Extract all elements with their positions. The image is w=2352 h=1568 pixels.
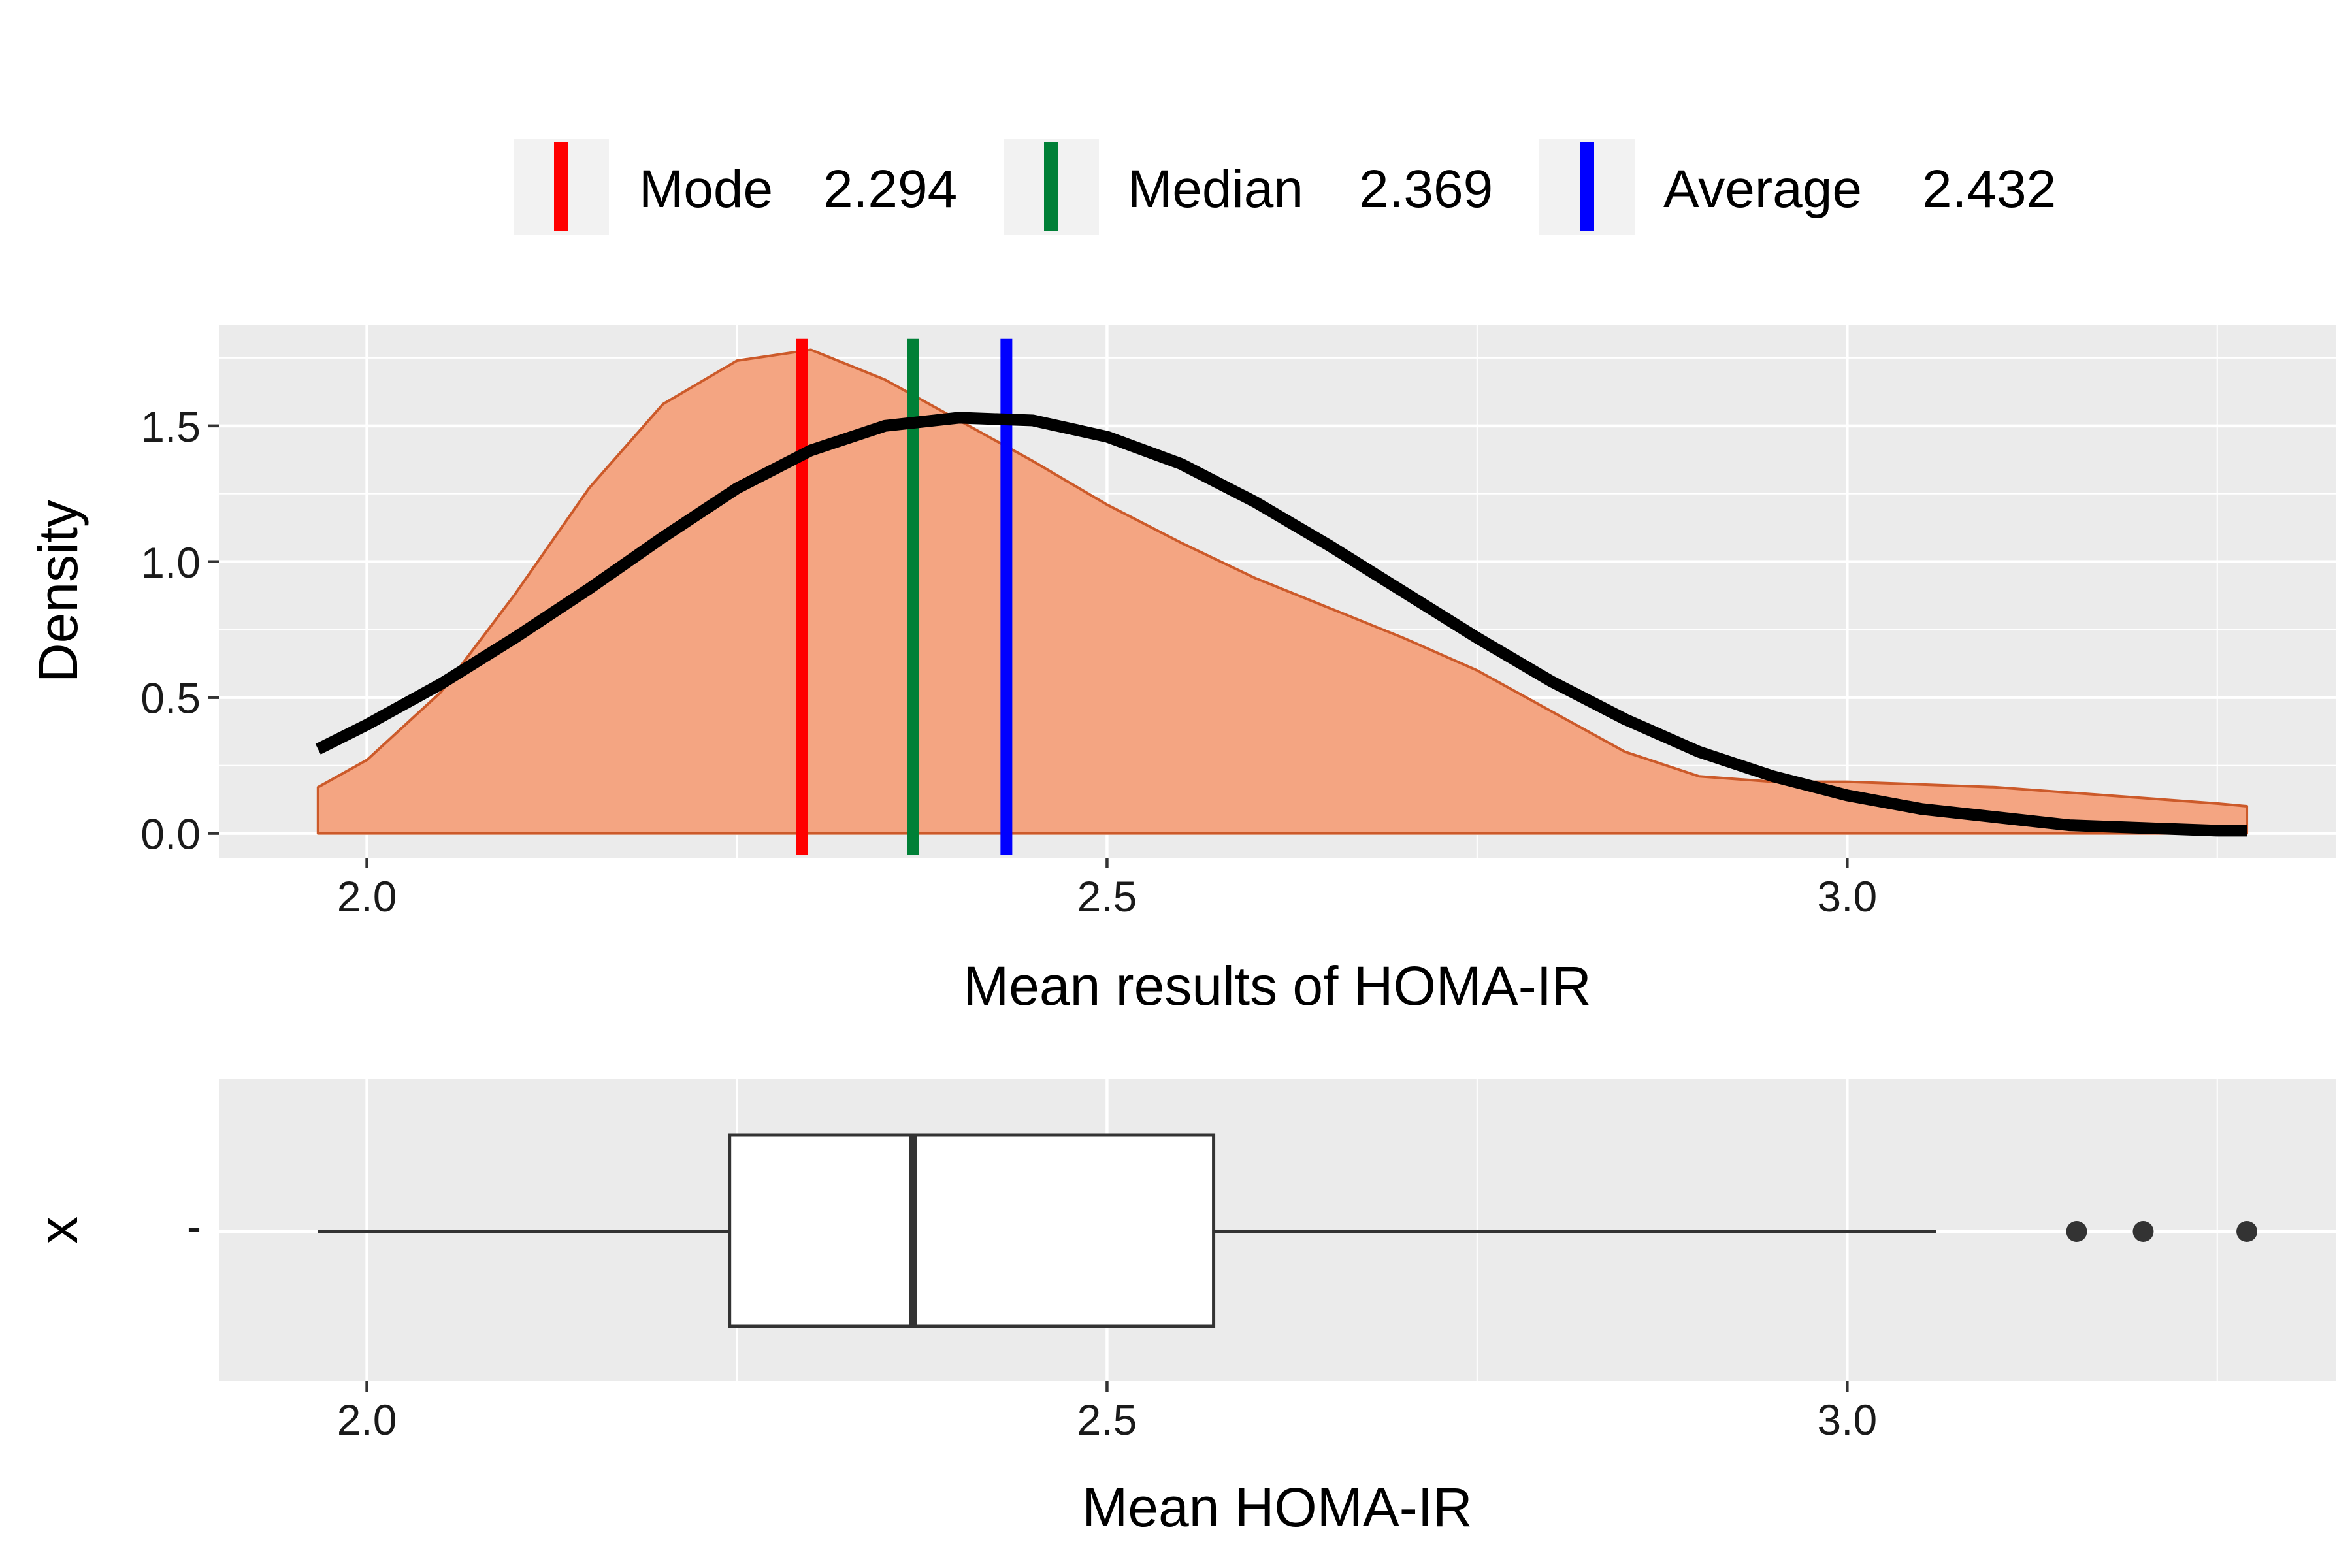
density-y-tick-label: 1.5 bbox=[140, 402, 201, 451]
normal-curve bbox=[315, 412, 2247, 837]
boxplot-x-tick-label: 3.0 bbox=[1817, 1396, 1877, 1444]
outlier-point bbox=[2066, 1221, 2087, 1242]
density-x-tick-label: 2.5 bbox=[1077, 872, 1137, 921]
legend-value-median: 2.369 bbox=[1359, 159, 1493, 219]
legend-item-median: Median 2.369 bbox=[1004, 139, 1493, 235]
density-y-tick-label: 1.0 bbox=[140, 538, 201, 587]
density-y-axis-title: Density bbox=[27, 500, 89, 683]
legend-label-mode: Mode bbox=[639, 159, 773, 219]
boxplot-x-tick-label: 2.0 bbox=[337, 1396, 397, 1444]
density-y-tick-label: 0.5 bbox=[140, 674, 201, 723]
legend-value-mode: 2.294 bbox=[823, 159, 957, 219]
legend-value-average: 2.432 bbox=[1922, 159, 2056, 219]
box bbox=[728, 1133, 1216, 1328]
density-panel: 0.0 0.5 1.0 1.5 2.0 2.5 3.0 Mean results of H… bbox=[27, 325, 2336, 1017]
boxplot-y-axis-title: x bbox=[27, 1217, 89, 1244]
legend-label-average: Average bbox=[1663, 159, 1862, 219]
boxplot-panel: 2.0 2.5 3.0 - x Mean HOMA-IR bbox=[27, 1079, 2336, 1538]
legend-label-median: Median bbox=[1128, 159, 1303, 219]
boxplot-x-tick-label: 2.5 bbox=[1077, 1396, 1137, 1444]
outlier-point bbox=[2132, 1221, 2154, 1242]
boxplot-x-axis: 2.0 2.5 3.0 bbox=[337, 1381, 1877, 1444]
legend: Mode 2.294 Median 2.369 Average 2.432 bbox=[514, 139, 2056, 235]
outliers bbox=[2066, 1221, 2258, 1242]
legend-item-average: Average 2.432 bbox=[1539, 139, 2056, 235]
outlier-point bbox=[2236, 1221, 2258, 1242]
density-x-axis-title: Mean results of HOMA-IR bbox=[963, 955, 1592, 1017]
boxplot-x-axis-title: Mean HOMA-IR bbox=[1082, 1477, 1472, 1538]
density-y-tick-label: 0.0 bbox=[140, 810, 201, 858]
density-x-axis: 2.0 2.5 3.0 bbox=[337, 858, 1877, 921]
legend-item-mode: Mode 2.294 bbox=[514, 139, 957, 235]
density-x-tick-label: 2.0 bbox=[337, 872, 397, 921]
density-y-axis: 0.0 0.5 1.0 1.5 bbox=[140, 402, 219, 858]
boxplot-y-tick-label: - bbox=[187, 1202, 201, 1250]
density-x-tick-label: 3.0 bbox=[1817, 872, 1877, 921]
